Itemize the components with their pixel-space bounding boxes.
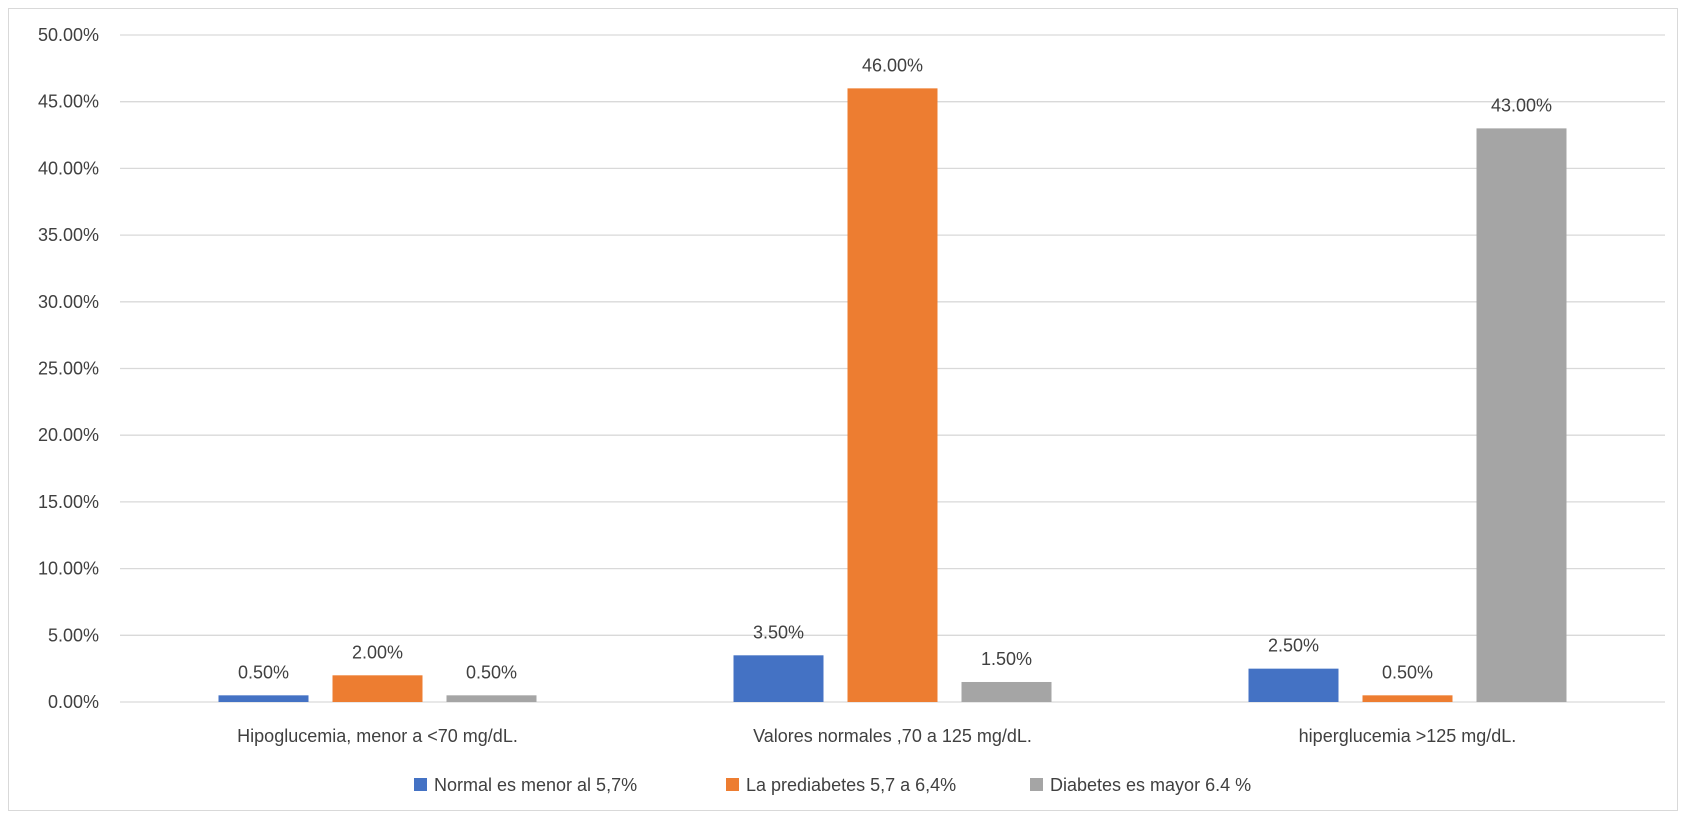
y-tick-label: 40.00% — [38, 158, 99, 178]
legend-label: Normal es menor al 5,7% — [434, 775, 637, 795]
data-label: 43.00% — [1491, 95, 1552, 115]
data-label: 2.50% — [1268, 636, 1319, 656]
y-tick-label: 25.00% — [38, 359, 99, 379]
bars — [218, 88, 1567, 703]
data-label: 0.50% — [466, 662, 517, 682]
data-label: 3.50% — [753, 622, 804, 642]
y-tick-label: 50.00% — [38, 25, 99, 45]
y-tick-label: 0.00% — [48, 692, 99, 712]
bar — [1476, 128, 1567, 702]
y-tick-label: 45.00% — [38, 92, 99, 112]
data-label: 0.50% — [238, 662, 289, 682]
y-tick-label: 30.00% — [38, 292, 99, 312]
data-label: 2.00% — [352, 642, 403, 662]
y-tick-label: 15.00% — [38, 492, 99, 512]
x-axis-category-labels: Hipoglucemia, menor a <70 mg/dL. Valores … — [237, 726, 1516, 746]
bar — [1248, 668, 1339, 702]
data-labels: 0.50% 2.00% 0.50% 3.50% 46.00% 1.50% 2.50% 0.50… — [238, 55, 1552, 682]
bar — [1362, 695, 1453, 702]
x-category-label: Hipoglucemia, menor a <70 mg/dL. — [237, 726, 518, 746]
bar — [332, 675, 423, 702]
data-label: 0.50% — [1382, 662, 1433, 682]
x-category-label: hiperglucemia >125 mg/dL. — [1299, 726, 1517, 746]
legend: Normal es menor al 5,7% La prediabetes 5,… — [414, 775, 1251, 795]
bar — [446, 695, 537, 702]
y-tick-label: 10.00% — [38, 559, 99, 579]
bar — [847, 88, 938, 703]
bar — [218, 695, 309, 702]
y-axis-tick-labels: 0.00% 5.00% 10.00% 15.00% 20.00% 25.00% 30.00%… — [38, 25, 99, 712]
data-label: 46.00% — [862, 55, 923, 75]
y-tick-label: 5.00% — [48, 625, 99, 645]
legend-swatch — [726, 778, 739, 791]
legend-swatch — [414, 778, 427, 791]
bar — [733, 655, 824, 702]
legend-label: Diabetes es mayor 6.4 % — [1050, 775, 1251, 795]
x-category-label: Valores normales ,70 a 125 mg/dL. — [753, 726, 1032, 746]
y-tick-label: 20.00% — [38, 425, 99, 445]
legend-swatch — [1030, 778, 1043, 791]
data-label: 1.50% — [981, 649, 1032, 669]
y-tick-label: 35.00% — [38, 225, 99, 245]
chart-frame — [8, 8, 1678, 811]
bar — [961, 681, 1052, 702]
legend-label: La prediabetes 5,7 a 6,4% — [746, 775, 956, 795]
